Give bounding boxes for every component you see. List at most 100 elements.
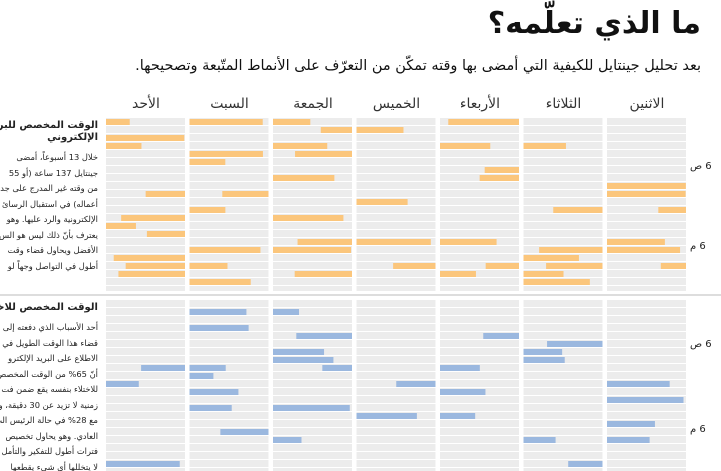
time-block (273, 357, 334, 364)
row-line (523, 133, 603, 134)
row-line (189, 459, 269, 460)
row-line (356, 387, 436, 388)
row-line (523, 419, 603, 420)
row-line (106, 173, 185, 174)
row-line (607, 347, 686, 348)
time-block (607, 183, 686, 190)
row-line (356, 419, 436, 420)
row-line (273, 411, 352, 412)
title: ما الذي تعلّمه؟ (487, 6, 701, 41)
row-line (106, 277, 185, 278)
time-block (189, 389, 239, 396)
row-line (607, 467, 686, 468)
time-block (297, 239, 352, 246)
side-text: الأفضل ويحاول قضاء وقت (7, 245, 98, 255)
row-line (273, 221, 352, 222)
row-line (189, 269, 269, 270)
time-label: 6 ص (690, 339, 712, 350)
row-line (106, 371, 185, 372)
row-line (189, 221, 269, 222)
row-line (523, 411, 603, 412)
row-line (106, 379, 185, 380)
row-line (607, 133, 686, 134)
row-line (273, 403, 352, 404)
time-block (295, 151, 352, 158)
row-line (356, 213, 436, 214)
time-label: 6 م (690, 424, 706, 435)
row-line (523, 427, 603, 428)
row-line (356, 315, 436, 316)
row-line (189, 213, 269, 214)
time-block (189, 373, 214, 380)
row-line (356, 307, 436, 308)
row-line (440, 395, 519, 396)
time-block (189, 309, 247, 316)
side-heading: الوقت المخصص للاختلاء بالنفس (0, 302, 98, 313)
time-block (189, 365, 226, 372)
time-block (106, 143, 142, 150)
row-line (273, 173, 352, 174)
row-line (189, 371, 269, 372)
row-line (273, 443, 352, 444)
row-line (440, 419, 519, 420)
row-line (607, 205, 686, 206)
time-block (106, 135, 185, 142)
row-line (523, 323, 603, 324)
row-line (440, 205, 519, 206)
time-block (146, 231, 185, 238)
side-heading: الوقت المخصص للبريد الإلكتروني (0, 120, 98, 143)
time-block (189, 119, 263, 126)
row-line (440, 307, 519, 308)
row-line (189, 141, 269, 142)
row-line (189, 387, 269, 388)
row-line (106, 347, 185, 348)
row-line (440, 427, 519, 428)
row-line (607, 411, 686, 412)
row-line (106, 419, 185, 420)
time-block (440, 413, 476, 420)
row-line (356, 125, 436, 126)
row-line (607, 427, 686, 428)
row-line (607, 229, 686, 230)
row-line (273, 189, 352, 190)
side-text: أنّ 65% من الوقت المخصص (0, 368, 98, 379)
row-line (356, 261, 436, 262)
side-note: الوقت المخصص للبريد الإلكتروني خلال 13 أس… (0, 120, 98, 274)
row-line (523, 331, 603, 332)
time-block (222, 191, 269, 198)
time-block (145, 191, 185, 198)
side-text: يعترف بأنّ ذلك ليس هو الس (0, 229, 98, 240)
row-line (189, 197, 269, 198)
time-block (607, 381, 670, 388)
row-line (523, 315, 603, 316)
side-text: لا يتخللها أي شيء يقطعها (10, 461, 98, 471)
row-line (523, 285, 603, 286)
side-text: العادي. وهو يحاول تخصيص (5, 430, 98, 441)
row-line (273, 339, 352, 340)
time-block (356, 127, 404, 134)
row-line (273, 261, 352, 262)
row-line (106, 451, 185, 452)
row-line (440, 213, 519, 214)
row-line (273, 285, 352, 286)
row-line (523, 189, 603, 190)
row-line (356, 197, 436, 198)
row-line (356, 221, 436, 222)
row-line (273, 331, 352, 332)
day-label: الجمعة (293, 96, 333, 112)
row-line (607, 165, 686, 166)
time-block (523, 255, 579, 262)
row-line (106, 411, 185, 412)
row-line (106, 307, 185, 308)
row-line (523, 261, 603, 262)
row-line (356, 165, 436, 166)
time-block (189, 151, 263, 158)
row-line (356, 411, 436, 412)
row-line (607, 443, 686, 444)
time-block (220, 429, 269, 436)
time-block (141, 365, 185, 372)
day-column (273, 300, 352, 471)
time-block (658, 207, 686, 214)
